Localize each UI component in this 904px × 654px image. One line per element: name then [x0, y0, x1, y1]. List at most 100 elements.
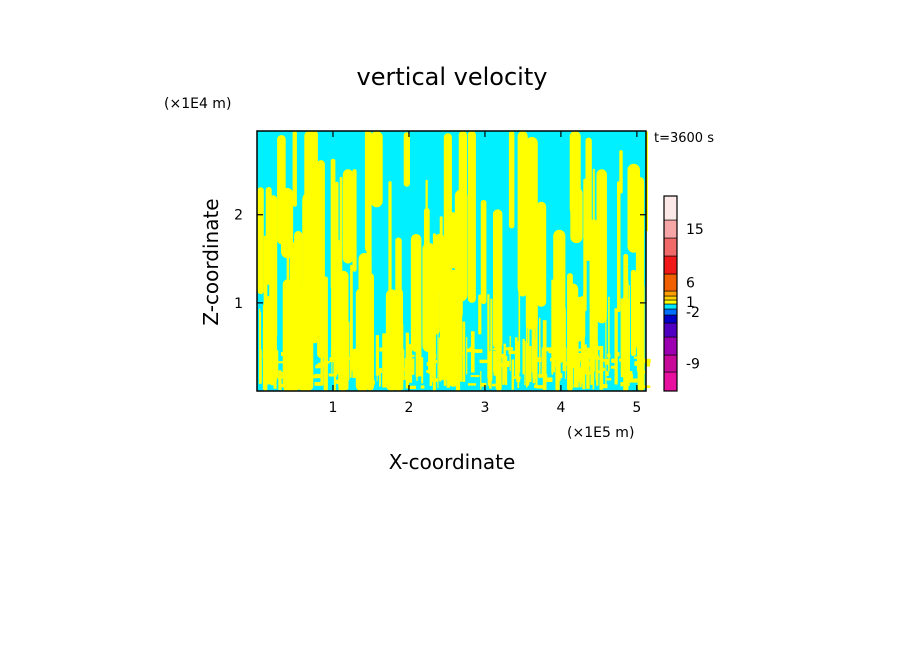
updraft-streak	[589, 237, 600, 307]
updraft-blob	[594, 355, 599, 359]
updraft-blob	[642, 370, 646, 374]
updraft-blob	[467, 383, 477, 386]
updraft-streak	[614, 308, 618, 385]
updraft-blob	[266, 350, 276, 354]
updraft-blob	[445, 361, 453, 366]
updraft-blob	[448, 365, 455, 368]
updraft-streak	[331, 314, 333, 373]
updraft-streak	[508, 131, 515, 229]
updraft-streak	[586, 370, 590, 389]
updraft-blob	[359, 348, 367, 351]
x-unit-label: (×1E5 m)	[567, 425, 634, 441]
updraft-blob	[573, 383, 579, 388]
updraft-blob	[620, 382, 627, 387]
updraft-blob	[586, 353, 593, 357]
updraft-blob	[408, 385, 416, 390]
colorbar-bin	[663, 299, 678, 305]
velocity-field-plot	[256, 130, 651, 392]
updraft-streak	[335, 286, 339, 375]
updraft-blob	[552, 362, 559, 367]
updraft-streak	[480, 199, 487, 305]
updraft-streak	[403, 132, 410, 187]
updraft-streak	[467, 131, 476, 303]
updraft-blob	[343, 357, 351, 360]
updraft-streak	[393, 359, 396, 383]
updraft-streak	[536, 201, 547, 307]
updraft-streak	[398, 358, 401, 390]
updraft-blob	[628, 374, 634, 379]
updraft-blob	[447, 382, 453, 386]
updraft-blob	[556, 356, 562, 360]
updraft-streak	[466, 337, 468, 375]
updraft-blob	[538, 374, 548, 378]
colorbar-tick-label: -2	[686, 305, 700, 321]
updraft-streak	[292, 131, 297, 207]
updraft-blob	[494, 352, 502, 356]
updraft-streak	[338, 353, 341, 391]
updraft-streak	[352, 169, 357, 272]
updraft-blob	[550, 358, 557, 362]
updraft-blob	[605, 371, 609, 376]
updraft-blob	[277, 361, 285, 364]
updraft-blob	[454, 352, 463, 355]
updraft-blob	[353, 354, 360, 359]
updraft-blob	[379, 347, 386, 352]
chart-title: vertical velocity	[357, 63, 548, 91]
updraft-blob	[309, 374, 312, 377]
updraft-blob	[289, 361, 295, 367]
updraft-streak	[535, 305, 538, 389]
updraft-blob	[358, 349, 364, 353]
updraft-streak	[574, 347, 577, 387]
updraft-streak	[375, 335, 379, 376]
y-unit-label: (×1E4 m)	[164, 96, 231, 112]
updraft-blob	[314, 382, 322, 386]
updraft-streak	[262, 327, 266, 390]
updraft-blob	[281, 383, 286, 388]
updraft-streak	[512, 359, 515, 378]
updraft-streak	[553, 229, 566, 363]
y-tick-label: 2	[234, 208, 243, 224]
updraft-blob	[493, 371, 501, 376]
updraft-streak	[628, 285, 630, 376]
updraft-blob	[493, 365, 498, 370]
colorbar-bin	[663, 336, 678, 356]
updraft-blob	[330, 350, 340, 355]
updraft-streak	[568, 310, 570, 385]
updraft-blob	[545, 377, 553, 382]
updraft-streak	[278, 370, 282, 390]
updraft-blob	[390, 357, 397, 363]
updraft-streak	[281, 187, 294, 259]
updraft-blob	[504, 347, 513, 351]
updraft-blob	[567, 352, 575, 357]
updraft-blob	[545, 347, 554, 352]
updraft-streak	[551, 279, 555, 373]
updraft-blob	[516, 377, 521, 382]
updraft-blob	[616, 352, 620, 357]
updraft-streak	[578, 355, 581, 383]
updraft-streak	[306, 131, 317, 321]
updraft-streak	[605, 304, 607, 386]
updraft-blob	[563, 361, 573, 366]
updraft-blob	[365, 348, 372, 351]
updraft-blob	[596, 370, 600, 374]
updraft-blob	[480, 382, 487, 387]
updraft-blob	[366, 374, 372, 377]
updraft-blob	[536, 385, 546, 389]
updraft-blob	[311, 374, 318, 379]
x-axis-ticks: 1 2 3 4 5	[329, 131, 641, 416]
updraft-streak	[299, 306, 303, 383]
updraft-blob	[453, 346, 461, 349]
updraft-streak	[286, 307, 290, 384]
updraft-streak	[522, 338, 525, 375]
updraft-blob	[589, 361, 595, 367]
updraft-blob	[453, 349, 459, 353]
updraft-blob	[473, 349, 483, 353]
updraft-blob	[594, 346, 600, 350]
updraft-streak	[493, 209, 503, 349]
updraft-streak	[623, 296, 627, 391]
updraft-blob	[586, 355, 594, 360]
updraft-streak	[635, 177, 645, 350]
updraft-streak	[432, 330, 435, 376]
updraft-blob	[445, 352, 454, 357]
colorbar: 15 6 1-2 -9	[663, 195, 704, 392]
